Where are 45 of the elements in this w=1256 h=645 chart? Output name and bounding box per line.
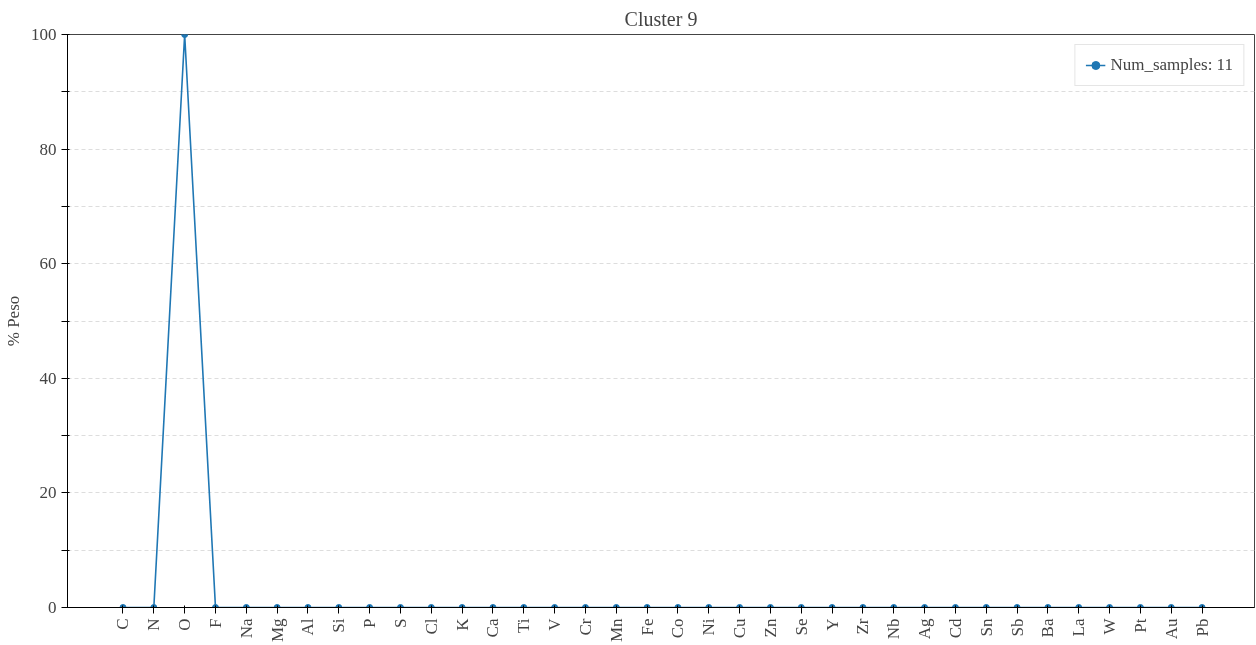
x-tick-label: Ca	[483, 618, 503, 638]
x-tick-label: Na	[236, 618, 256, 639]
x-tick-label: Sb	[1007, 618, 1027, 637]
x-tick-label: Ag	[915, 618, 935, 640]
y-axis-title: % Peso	[4, 295, 23, 347]
x-tick-label: Mg	[267, 618, 287, 643]
x-tick-label: F	[205, 618, 225, 628]
x-tick-label: V	[545, 617, 565, 631]
y-tick-label: 40	[39, 368, 57, 388]
legend-label: Num_samples: 11	[1110, 55, 1233, 75]
x-tick-label: K	[452, 617, 472, 631]
x-tick-label: La	[1069, 618, 1089, 637]
y-tick-label: 80	[39, 139, 57, 159]
x-tick-label: Si	[329, 618, 349, 633]
x-tick-label: Ni	[699, 618, 719, 636]
y-tick-label: 100	[31, 25, 57, 44]
x-tick-label: Nb	[884, 618, 904, 640]
x-tick-label: Cl	[421, 618, 441, 635]
x-tick-label: Pt	[1130, 618, 1150, 633]
x-tick-label: Au	[1161, 618, 1181, 640]
x-tick-label: Zn	[760, 618, 780, 638]
x-tick-label: Cu	[730, 618, 750, 639]
x-tick-label: W	[1100, 617, 1120, 635]
x-tick-label: Zr	[853, 618, 873, 635]
x-tick-label: Ti	[514, 618, 534, 634]
x-tick-label: Cd	[945, 618, 965, 639]
x-tick-label: Al	[298, 618, 318, 636]
x-tick-label: Sn	[976, 618, 996, 637]
x-tick-label: Pb	[1192, 618, 1212, 637]
chart-title: Cluster 9	[624, 7, 698, 30]
x-tick-label: C	[113, 618, 133, 630]
y-tick-label: 0	[48, 598, 57, 617]
x-tick-label: S	[390, 618, 410, 628]
y-tick-label: 60	[39, 254, 57, 274]
y-tick-label: 20	[39, 483, 57, 503]
x-tick-label: P	[360, 618, 380, 628]
x-tick-label: Fe	[637, 618, 657, 636]
x-tick-label: Se	[791, 618, 811, 636]
x-tick-label: Y	[822, 618, 842, 631]
x-tick-label: Ba	[1038, 618, 1058, 638]
x-tick-label: O	[175, 618, 195, 631]
x-tick-label: N	[144, 618, 164, 631]
x-tick-label: Cr	[575, 618, 595, 636]
x-tick-label: Co	[668, 618, 688, 639]
x-tick-label: Mn	[606, 618, 626, 643]
